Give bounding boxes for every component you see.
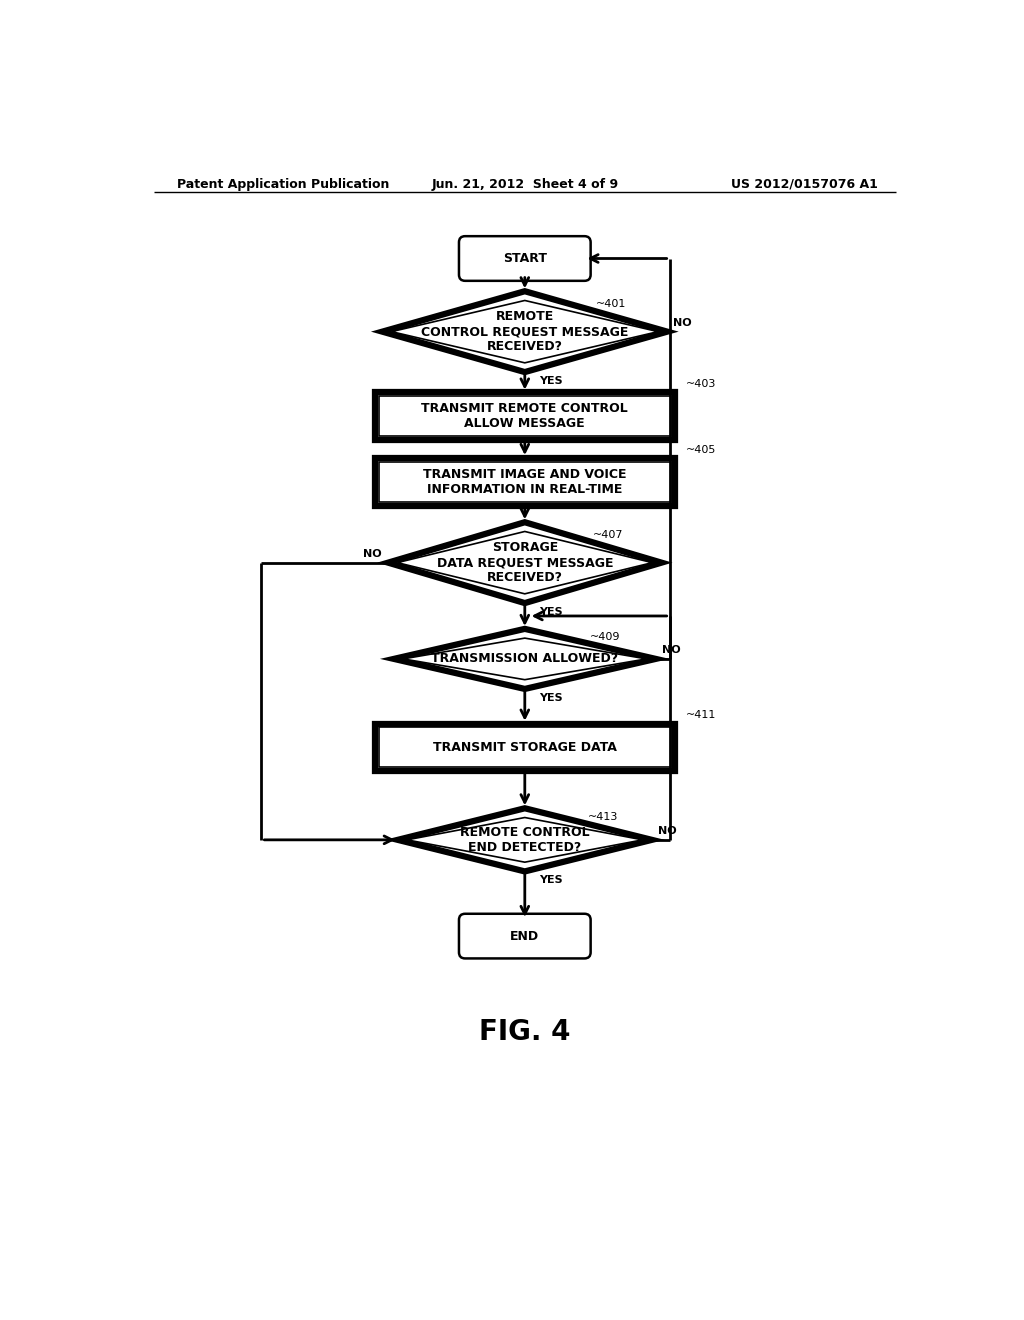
Text: ~405: ~405 [686, 445, 716, 455]
Text: TRANSMIT IMAGE AND VOICE
INFORMATION IN REAL-TIME: TRANSMIT IMAGE AND VOICE INFORMATION IN … [423, 467, 627, 496]
Text: US 2012/0157076 A1: US 2012/0157076 A1 [730, 178, 878, 190]
Bar [379, 462, 671, 502]
Text: ~413: ~413 [589, 813, 618, 822]
Bar [375, 723, 675, 771]
Text: ~409: ~409 [590, 632, 621, 643]
Text: TRANSMIT STORAGE DATA: TRANSMIT STORAGE DATA [433, 741, 616, 754]
Text: STORAGE
DATA REQUEST MESSAGE
RECEIVED?: STORAGE DATA REQUEST MESSAGE RECEIVED? [436, 541, 613, 585]
Text: YES: YES [539, 693, 562, 702]
Text: NO: NO [662, 645, 681, 655]
Text: ~411: ~411 [686, 710, 716, 721]
Text: Patent Application Publication: Patent Application Publication [177, 178, 389, 190]
FancyBboxPatch shape [459, 913, 591, 958]
Bar [375, 392, 675, 441]
Text: REMOTE
CONTROL REQUEST MESSAGE
RECEIVED?: REMOTE CONTROL REQUEST MESSAGE RECEIVED? [421, 310, 629, 354]
Text: END: END [510, 929, 540, 942]
Text: YES: YES [539, 607, 562, 616]
Text: TRANSMISSION ALLOWED?: TRANSMISSION ALLOWED? [431, 652, 618, 665]
Polygon shape [397, 808, 652, 871]
Polygon shape [382, 292, 668, 372]
Polygon shape [397, 532, 652, 594]
Text: NO: NO [364, 549, 382, 558]
Text: YES: YES [539, 376, 562, 385]
Text: ~401: ~401 [596, 300, 627, 309]
Bar [375, 458, 675, 506]
FancyBboxPatch shape [459, 236, 591, 281]
Bar [379, 727, 671, 767]
Text: NO: NO [674, 318, 692, 327]
Text: START: START [503, 252, 547, 265]
Text: ~403: ~403 [686, 379, 716, 389]
Polygon shape [394, 628, 655, 689]
Text: ~407: ~407 [593, 531, 624, 540]
Polygon shape [407, 817, 643, 862]
Text: YES: YES [539, 875, 562, 886]
Text: Jun. 21, 2012  Sheet 4 of 9: Jun. 21, 2012 Sheet 4 of 9 [431, 178, 618, 190]
Bar [379, 396, 671, 437]
Polygon shape [388, 523, 662, 603]
Polygon shape [391, 301, 658, 363]
Text: NO: NO [658, 826, 677, 836]
Text: REMOTE CONTROL
END DETECTED?: REMOTE CONTROL END DETECTED? [460, 826, 590, 854]
Text: TRANSMIT REMOTE CONTROL
ALLOW MESSAGE: TRANSMIT REMOTE CONTROL ALLOW MESSAGE [422, 403, 628, 430]
Text: FIG. 4: FIG. 4 [479, 1018, 570, 1047]
Polygon shape [403, 638, 646, 680]
